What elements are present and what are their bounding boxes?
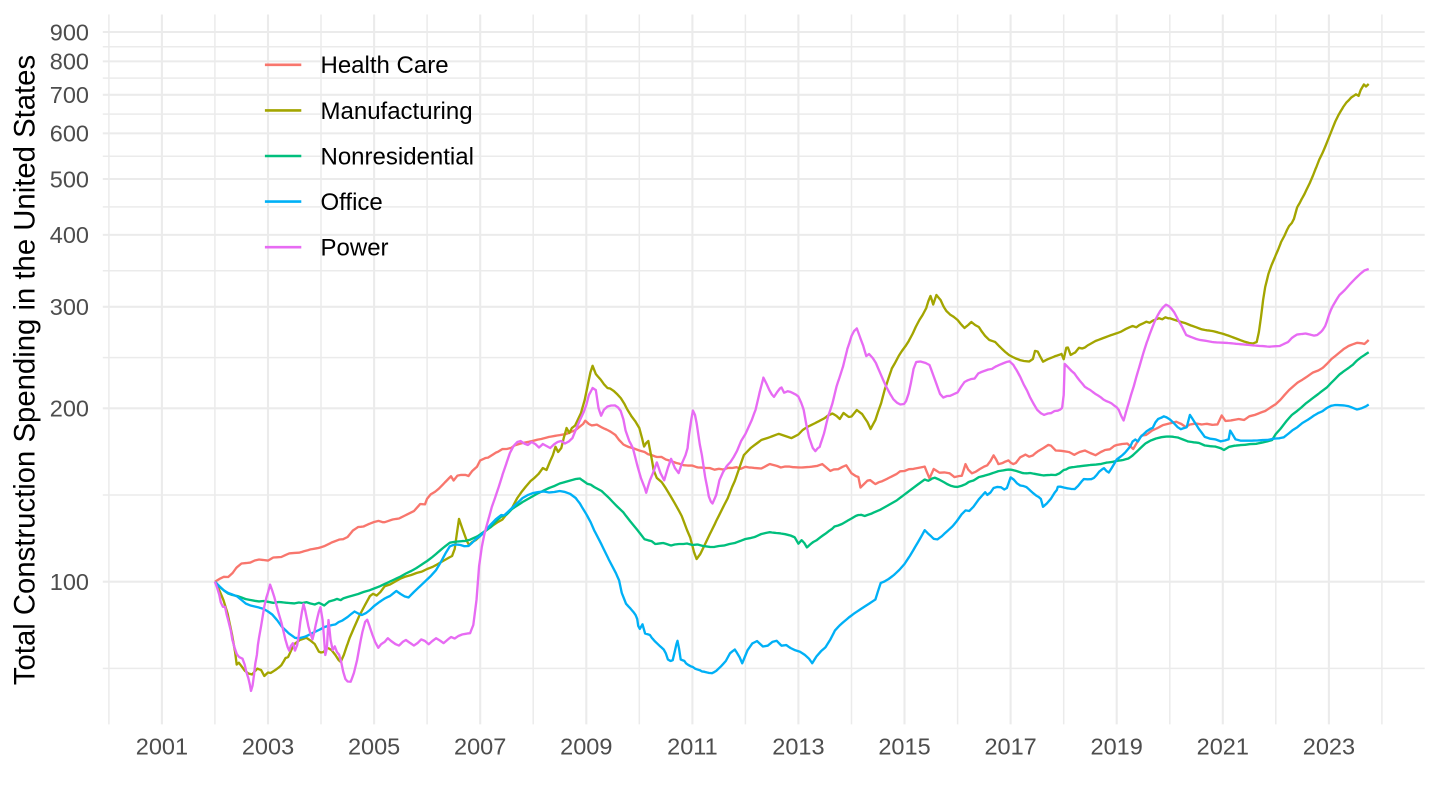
svg-text:Manufacturing: Manufacturing <box>321 98 473 125</box>
svg-text:2015: 2015 <box>878 734 930 760</box>
svg-text:2019: 2019 <box>1091 734 1143 760</box>
svg-text:Power: Power <box>321 235 389 262</box>
svg-text:Total Construction Spending in: Total Construction Spending in the Unite… <box>9 55 42 685</box>
svg-text:2017: 2017 <box>984 734 1036 760</box>
svg-text:400: 400 <box>50 222 89 248</box>
svg-text:2007: 2007 <box>454 734 506 760</box>
svg-text:2013: 2013 <box>772 734 824 760</box>
svg-text:800: 800 <box>50 49 89 75</box>
svg-text:2001: 2001 <box>136 734 188 760</box>
svg-text:2009: 2009 <box>560 734 612 760</box>
svg-text:700: 700 <box>50 82 89 108</box>
svg-text:Nonresidential: Nonresidential <box>321 143 474 170</box>
svg-text:300: 300 <box>50 294 89 320</box>
svg-text:600: 600 <box>50 121 89 147</box>
svg-text:200: 200 <box>50 396 89 422</box>
svg-text:2021: 2021 <box>1197 734 1249 760</box>
svg-text:2011: 2011 <box>667 734 718 760</box>
svg-text:2003: 2003 <box>242 734 294 760</box>
svg-text:500: 500 <box>50 166 89 192</box>
svg-text:2005: 2005 <box>348 734 400 760</box>
svg-text:2023: 2023 <box>1303 734 1355 760</box>
svg-text:900: 900 <box>50 19 89 45</box>
svg-text:Office: Office <box>321 189 383 216</box>
svg-text:100: 100 <box>50 569 89 595</box>
svg-text:Health Care: Health Care <box>321 52 449 79</box>
